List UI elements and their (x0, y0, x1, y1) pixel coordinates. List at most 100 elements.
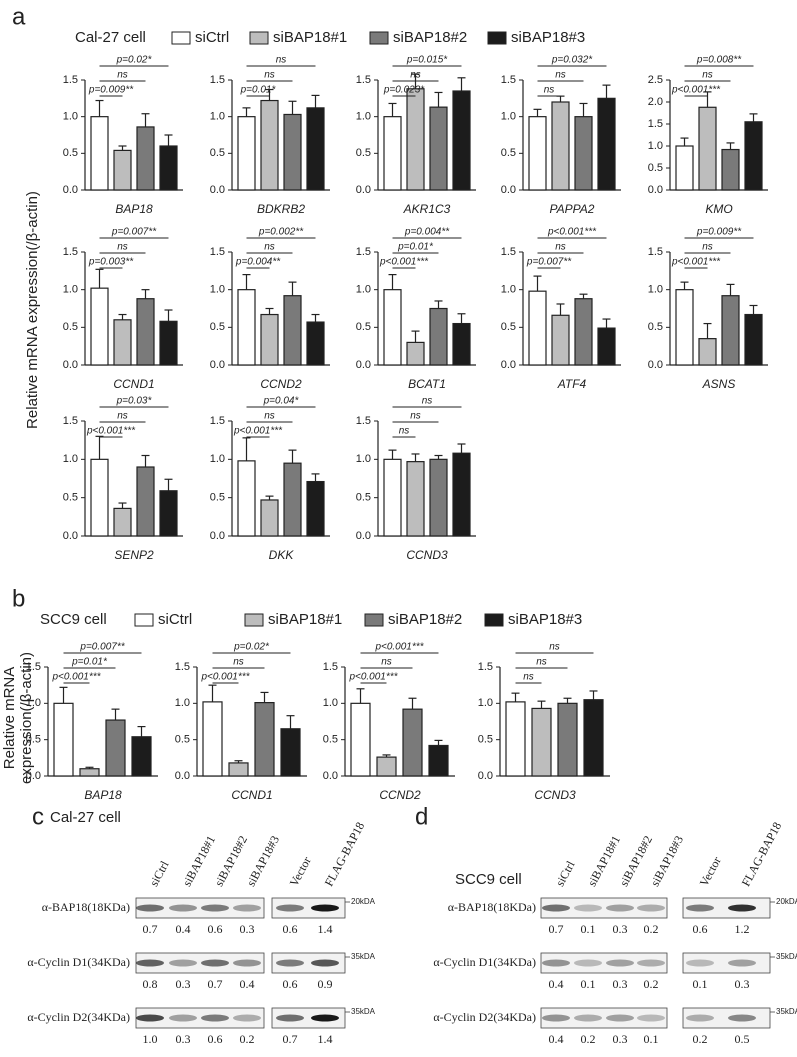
y-tick-label: 1.0 (26, 697, 41, 709)
blot-frame (271, 897, 346, 919)
blot-frame (682, 1007, 771, 1029)
y-tick-label: 0.5 (175, 734, 190, 746)
bar (383, 289, 402, 366)
x-axis-label: BAP18 (84, 788, 122, 802)
row-label: α-BAP18(18KDa) (42, 900, 130, 914)
y-tick-label: 1.0 (356, 111, 371, 123)
legend-swatch (364, 613, 384, 627)
y-tick-label: 0.0 (175, 770, 190, 782)
y-tick-label: 1.0 (210, 284, 225, 296)
band (606, 959, 634, 967)
bar (90, 116, 109, 191)
quantification: 1.2 (735, 922, 750, 936)
comparison-label: ns (381, 657, 392, 668)
bar (113, 149, 132, 191)
lane-label: FLAG-BAP18 (322, 820, 368, 889)
band (136, 1014, 164, 1022)
bar (113, 507, 132, 537)
blot-frame (682, 897, 771, 919)
comparison-label: p=0.01* (71, 657, 108, 668)
legend-swatch (249, 31, 269, 45)
y-axis-label: Relative mRNA expression(/β-actin) (24, 191, 41, 429)
bar (597, 327, 616, 366)
quantification: 0.3 (176, 977, 191, 991)
x-axis-label: CCND3 (406, 548, 448, 562)
bar (306, 107, 325, 191)
x-axis-label: BDKRB2 (257, 202, 305, 216)
band (606, 1014, 634, 1022)
legend-title: SCC9 cell (40, 611, 107, 628)
y-tick-label: 1.0 (648, 140, 663, 152)
y-tick-label: 0.5 (210, 147, 225, 159)
comparison-label: p=0.032* (551, 55, 593, 66)
comparison-label: p<0.001*** (671, 257, 721, 268)
legend-title: Cal-27 cell (75, 29, 146, 46)
comparison-label: ns (544, 85, 555, 96)
y-tick-label: 0.0 (648, 359, 663, 371)
quantification: 0.2 (644, 922, 659, 936)
bar (744, 313, 763, 366)
y-tick-label: 0.0 (63, 359, 78, 371)
comparison-label: p=0.003** (88, 257, 134, 268)
y-tick-label: 1.5 (210, 415, 225, 427)
y-tick-label: 0.0 (210, 184, 225, 196)
y-tick-label: 0.0 (356, 184, 371, 196)
blot-frame (540, 1007, 668, 1029)
comparison-label: p=0.02* (233, 642, 270, 653)
row-label: α-Cyclin D1(34KDa) (433, 955, 536, 969)
y-tick-label: 1.0 (648, 284, 663, 296)
comparison-label: ns (233, 657, 244, 668)
x-axis-label: CCND1 (113, 377, 154, 391)
band (276, 904, 304, 912)
comparison-label: p=0.02* (116, 55, 153, 66)
y-tick-label: 0.5 (501, 147, 516, 159)
x-axis-label: BCAT1 (408, 377, 446, 391)
x-axis-label: SENP2 (114, 548, 154, 562)
band (542, 904, 570, 912)
blot-title: Cal-27 cell (50, 809, 121, 826)
y-tick-label: 0.5 (648, 321, 663, 333)
bar (744, 121, 763, 191)
bar (283, 113, 302, 191)
blot-frame (271, 952, 346, 974)
band (542, 1014, 570, 1022)
legend-swatch (134, 613, 154, 627)
comparison-label: p<0.001*** (379, 257, 429, 268)
legend-label: siBAP18#3 (511, 29, 585, 46)
bar (237, 116, 256, 191)
bar (136, 126, 155, 191)
legend-label: siBAP18#1 (268, 611, 342, 628)
y-axis-label: Relative mRNA (1, 667, 18, 770)
legend-label: siCtrl (195, 29, 229, 46)
y-tick-label: 0.0 (356, 359, 371, 371)
comparison-label: p<0.001*** (233, 426, 283, 437)
quantification: 1.0 (143, 1032, 158, 1046)
quantification: 0.8 (143, 977, 158, 991)
quantification: 0.2 (581, 1032, 596, 1046)
bar (383, 116, 402, 191)
legend-swatch (171, 31, 191, 45)
x-axis-label: CCND2 (260, 377, 302, 391)
bar (159, 145, 178, 191)
quantification: 0.1 (644, 1032, 659, 1046)
y-tick-label: 1.5 (63, 415, 78, 427)
y-tick-label: 1.5 (323, 661, 338, 673)
band (542, 959, 570, 967)
bar (721, 148, 740, 191)
y-tick-label: 1.0 (63, 111, 78, 123)
bar (698, 106, 717, 191)
comparison-label: p=0.008** (696, 55, 742, 66)
y-tick-label: 0.5 (501, 321, 516, 333)
y-tick-label: 0.0 (356, 530, 371, 542)
comparison-label: p=0.004** (404, 227, 450, 238)
x-axis-label: AKR1C3 (403, 202, 451, 216)
size-marker: 20kDA (351, 897, 376, 906)
bar (675, 289, 694, 366)
band (686, 959, 714, 967)
x-axis-label: BAP18 (115, 202, 153, 216)
band (637, 959, 665, 967)
y-tick-label: 0.5 (356, 321, 371, 333)
row-label: α-Cyclin D2(34KDa) (27, 1010, 130, 1024)
quantification: 0.3 (240, 922, 255, 936)
panel-label: b (12, 585, 25, 612)
